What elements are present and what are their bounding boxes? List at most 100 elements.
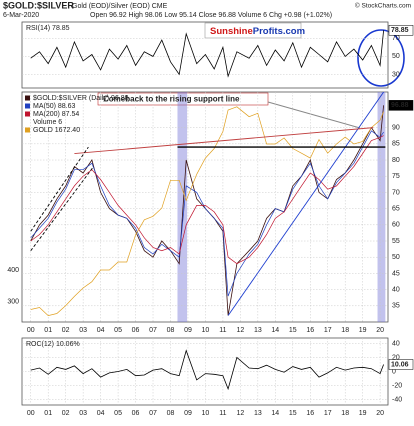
trend-line (30, 146, 89, 232)
y-tick-label: 40 (392, 286, 400, 293)
x-tick-label: 00 (27, 327, 35, 334)
x-tick-label: 18 (341, 327, 349, 334)
x-tick-label: 13 (254, 410, 262, 417)
y-tick-label: 75 (392, 173, 400, 180)
subtitle: Gold (EOD)/Silver (EOD) CME (72, 3, 168, 10)
series-line (30, 349, 384, 391)
legend-swatch (25, 95, 30, 101)
y-tick-label: 50 (392, 53, 400, 60)
x-tick-label: 19 (359, 410, 367, 417)
x-tick-label: 16 (306, 410, 314, 417)
x-tick-label: 17 (324, 410, 332, 417)
x-tick-label: 15 (289, 410, 297, 417)
x-tick-label: 11 (219, 327, 226, 334)
panel-label: RSI(14) 78.85 (26, 25, 70, 32)
x-tick-label: 09 (184, 327, 192, 334)
x-tick-label: 10 (202, 327, 210, 334)
y-tick-label: 30 (392, 71, 400, 78)
x-tick-label: 08 (167, 410, 175, 417)
panel-frame (21, 91, 389, 323)
series-line (30, 135, 384, 265)
logo-b: Profits.com (253, 26, 305, 37)
annotation-arrow (267, 101, 361, 129)
legend-entry: MA(50) 88.63 (33, 103, 76, 110)
x-tick-label: 01 (44, 327, 52, 334)
y-tick-label: 0 (392, 368, 396, 375)
x-tick-label: 12 (236, 410, 244, 417)
quote: Open 96.92 High 98.06 Low 95.14 Close 96… (90, 12, 332, 19)
last-value-label: 10.06 (391, 361, 409, 368)
x-tick-label: 03 (79, 327, 87, 334)
last-value-label: 78.85 (391, 27, 409, 34)
annotation: Comeback to the rising support line (103, 95, 240, 104)
x-tick-label: 14 (271, 327, 279, 334)
x-tick-label: 10 (202, 410, 210, 417)
x-tick-label: 07 (149, 410, 157, 417)
credit: © StockCharts.com (355, 2, 411, 10)
logo: SunshineProfits.com (210, 26, 305, 37)
series-line (30, 130, 384, 297)
x-tick-label: 02 (62, 410, 70, 417)
date: 6-Mar-2020 (3, 12, 39, 19)
x-tick-label: 18 (341, 410, 349, 417)
x-tick-label: 17 (324, 327, 332, 334)
x-tick-label: 06 (132, 410, 140, 417)
logo-a: Sunshine (210, 26, 253, 37)
y-tick-label: 90 (392, 124, 400, 131)
y-tick-label: 40 (392, 340, 400, 347)
x-tick-label: 09 (184, 410, 192, 417)
highlight-band (177, 92, 188, 322)
last-value-box (388, 359, 414, 370)
y-tick-label: 35 (392, 303, 400, 310)
x-tick-label: 19 (359, 327, 367, 334)
y-tick-label: 70 (392, 189, 400, 196)
legend-swatch (25, 111, 30, 117)
y-tick-label: -20 (392, 382, 402, 389)
y-tick-label: 20 (392, 354, 400, 361)
panel-frame (21, 21, 389, 89)
x-tick-label: 11 (219, 410, 226, 417)
x-tick-label: 01 (44, 410, 52, 417)
x-tick-label: 04 (97, 410, 105, 417)
legend-entry: GOLD 1672.40 (33, 127, 80, 134)
y-tick-label: 55 (392, 238, 400, 245)
y-tick-label: 85 (392, 141, 400, 148)
title: $GOLD:$SILVER (3, 0, 74, 10)
x-tick-label: 07 (149, 327, 157, 334)
highlight-band (377, 92, 386, 322)
y-tick-label: 80 (392, 157, 400, 164)
trend-line (74, 127, 374, 154)
trend-line (227, 91, 385, 316)
x-tick-label: 06 (132, 327, 140, 334)
legend-entry: $GOLD:$SILVER (Daily) 96.88 (33, 95, 129, 102)
last-value-label: 96.88 (391, 102, 409, 109)
x-tick-label: 20 (376, 410, 384, 417)
legend-swatch (25, 127, 30, 133)
panel-label: ROC(12) 10.06% (26, 341, 80, 348)
y-tick-label: 50 (392, 254, 400, 261)
x-tick-label: 00 (27, 410, 35, 417)
last-value-box (388, 25, 414, 36)
x-tick-label: 05 (114, 410, 122, 417)
y-tick-label: 45 (392, 270, 400, 277)
x-tick-label: 15 (289, 327, 297, 334)
logo-box (204, 22, 302, 39)
x-tick-label: 14 (271, 410, 279, 417)
legend-entry: MA(200) 87.54 (33, 111, 79, 118)
x-tick-label: 02 (62, 327, 70, 334)
x-tick-label: 03 (79, 410, 87, 417)
x-tick-label: 04 (97, 327, 105, 334)
legend-swatch (25, 103, 30, 109)
x-tick-label: 08 (167, 327, 175, 334)
x-tick-label: 12 (236, 327, 244, 334)
x-tick-label: 20 (376, 327, 384, 334)
highlight-circle (357, 29, 405, 87)
y-tick-label: -40 (392, 396, 402, 403)
x-tick-label: 13 (254, 327, 262, 334)
x-tick-label: 05 (114, 327, 122, 334)
legend-entry: Volume 6 (33, 119, 62, 126)
y2-tick-label: 300 (7, 299, 19, 306)
y-tick-label: 60 (392, 222, 400, 229)
